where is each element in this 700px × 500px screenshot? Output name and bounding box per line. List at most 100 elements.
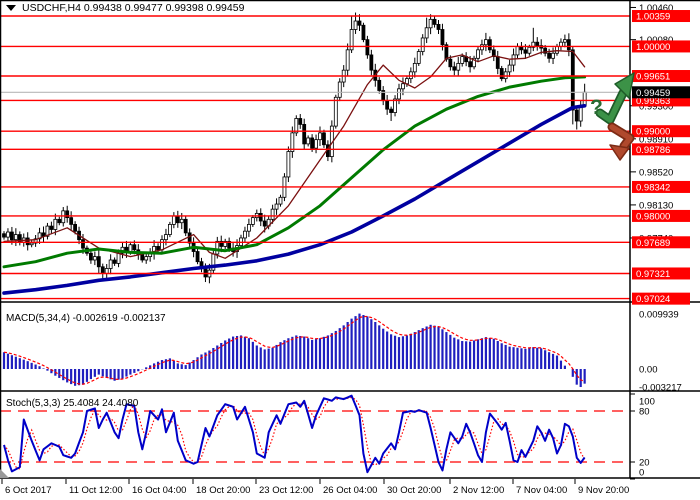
bull-candle: [306, 137, 311, 145]
current-price-label: 0.99459: [636, 88, 670, 99]
chart-title-ohlc: USDCHF,H4 0.99438 0.99477 0.99398 0.9945…: [22, 2, 245, 14]
bull-candle: [274, 203, 279, 210]
bear-candle: [468, 61, 473, 68]
bear-candle: [132, 244, 137, 251]
macd-indicator-label: MACD(5,34,4) -0.002619 -0.002137: [6, 313, 166, 324]
time-tick-label: 11 Oct 12:00: [69, 485, 123, 496]
bullish-scenario-arrow-head[interactable]: [614, 72, 635, 99]
level-price-box: [632, 292, 690, 305]
scroll-corner-gadget[interactable]: [0, 469, 9, 478]
bull-candle: [179, 218, 184, 224]
bear-candle: [298, 118, 303, 125]
bull-candle: [29, 242, 34, 246]
stoch-axis-label: 100: [639, 397, 655, 408]
bear-candle: [183, 218, 188, 234]
level-price-label: 0.97321: [636, 269, 670, 280]
bull-candle: [503, 71, 508, 80]
bear-candle: [322, 132, 326, 146]
bear-candle: [302, 124, 307, 145]
bear-candle: [175, 215, 180, 224]
bull-candle: [483, 39, 488, 46]
bear-candle: [369, 54, 374, 71]
stoch-panel[interactable]: [0, 394, 630, 474]
time-axis[interactable]: 6 Oct 2017 11 Oct 12:00 16 Oct 04:00 18 Oct…: [1, 479, 629, 496]
bear-candle: [487, 39, 492, 51]
bull-candle: [551, 52, 555, 59]
price-tick-label: 1.00460: [639, 3, 673, 14]
bull-candle: [318, 132, 322, 141]
panel-borders: [0, 0, 700, 479]
bull-candle: [164, 234, 168, 241]
bull-candle: [61, 210, 66, 224]
bear-candle: [432, 18, 437, 25]
question-mark-annotation[interactable]: ?: [590, 96, 603, 119]
bear-candle: [25, 237, 30, 246]
bear-candle: [523, 49, 528, 54]
stoch-axis-label: 20: [639, 458, 650, 469]
level-price-label: 0.98342: [636, 182, 670, 193]
bear-candle: [547, 52, 551, 59]
time-tick-label: 9 Nov 20:00: [578, 485, 629, 496]
bull-candle: [401, 83, 405, 90]
bull-candle: [270, 208, 275, 220]
bullish-scenario-arrow[interactable]: [597, 90, 626, 123]
bear-candle: [140, 253, 145, 261]
macd-axis-label: -0.003217: [639, 383, 682, 394]
bull-candle: [408, 71, 413, 80]
bull-candle: [456, 62, 461, 71]
price-tick-label: 0.99300: [639, 101, 673, 112]
bear-candle: [227, 240, 232, 249]
level-price-box: [632, 70, 690, 83]
symbol-dropdown-triangle-icon[interactable]: [6, 5, 16, 11]
bull-candle: [397, 88, 401, 100]
bull-candle: [531, 41, 536, 48]
level-price-label: 0.97689: [636, 238, 670, 249]
bull-candle: [92, 256, 97, 261]
bear-candle: [452, 66, 457, 71]
bear-candle: [499, 68, 504, 80]
bull-candle: [171, 215, 176, 225]
price-axis[interactable]: 1.004601.000800.993000.989100.985200.981…: [630, 3, 690, 480]
time-tick-label: 2 Nov 12:00: [453, 485, 504, 496]
macd-panel[interactable]: [2, 313, 586, 388]
stoch-percent-k-line: [3, 394, 586, 474]
bear-candle: [440, 29, 445, 46]
bear-candle: [73, 224, 77, 232]
stoch-axis-label: 0: [639, 468, 644, 479]
level-price-box: [632, 236, 690, 249]
analyst-annotations[interactable]: ?: [590, 72, 635, 161]
bear-candle: [219, 240, 224, 247]
main-price-panel[interactable]: [0, 12, 630, 300]
bull-candle: [333, 96, 338, 127]
bear-candle: [203, 268, 208, 278]
bull-candle: [511, 54, 516, 66]
bull-candle: [286, 151, 291, 178]
bull-candle: [128, 244, 133, 252]
bear-candle: [89, 252, 93, 261]
bear-candle: [535, 41, 540, 46]
bull-candle: [167, 224, 172, 235]
bearish-scenario-arrow-head[interactable]: [609, 144, 630, 161]
bull-candle: [13, 234, 18, 241]
time-tick-label: 16 Oct 04:00: [132, 485, 186, 496]
price-tick-label: 0.98910: [639, 134, 673, 145]
bull-candle: [108, 259, 113, 269]
bull-candle: [412, 62, 417, 73]
bull-candle: [144, 256, 149, 261]
level-price-box: [632, 180, 690, 193]
price-tick-label: 0.98520: [639, 167, 673, 178]
level-price-box: [632, 125, 690, 138]
bull-candle: [420, 37, 425, 52]
time-tick-label: 26 Oct 04:00: [323, 485, 377, 496]
level-price-label: 0.99363: [636, 96, 670, 107]
bear-candle: [361, 24, 366, 41]
bearish-scenario-arrow[interactable]: [609, 124, 633, 149]
bear-candle: [258, 212, 263, 222]
bear-candle: [49, 225, 54, 230]
bear-candle: [310, 137, 315, 149]
stoch-axis-label: 80: [639, 407, 650, 418]
stoch-percent-d-line: [3, 396, 586, 471]
bear-candle: [65, 210, 70, 219]
